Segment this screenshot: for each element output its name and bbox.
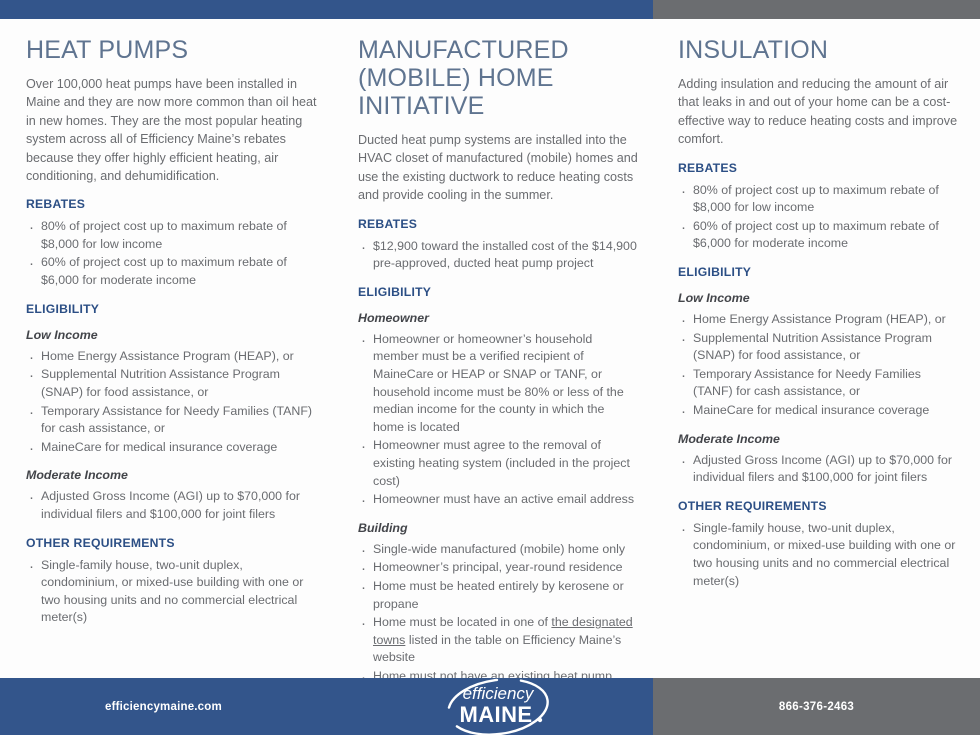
bullet-item: Home must be heated entirely by kerosene…: [358, 577, 638, 613]
top-bar-blue-segment: [0, 0, 653, 19]
column-intro-manufactured: Ducted heat pump systems are installed i…: [358, 133, 638, 203]
subsection-heading-moderate-income: Moderate Income: [678, 431, 780, 446]
section-heading-eligibility: ELIGIBILITY: [26, 301, 100, 316]
footer-blue-segment: efficiencymaine.com: [0, 678, 653, 735]
column-title-manufactured: MANUFACTURED (MOBILE) HOME INITIATIVE: [358, 36, 569, 120]
bullet-item: Single-wide manufactured (mobile) home o…: [358, 540, 638, 561]
bullet-item: 60% of project cost up to maximum rebate…: [678, 217, 960, 253]
designated-towns-link[interactable]: the designated towns: [373, 615, 633, 647]
section-heading-other-requirements: OTHER REQUIREMENTS: [26, 535, 175, 550]
footer-phone-number[interactable]: 866-376-2463: [778, 700, 855, 713]
bullet-item: Adjusted Gross Income (AGI) up to $70,00…: [678, 451, 960, 487]
bullet-item: Temporary Assistance for Needy Families …: [678, 365, 960, 401]
bullet-item: MaineCare for medical insurance coverage: [678, 401, 960, 422]
bullet-item: $12,900 toward the installed cost of the…: [358, 236, 638, 273]
column-insulation: INSULATION Adding insulation and reducing…: [652, 36, 980, 734]
bullet-list: Adjusted Gross Income (AGI) up to $70,00…: [26, 487, 318, 523]
subsection-heading-low-income: Low Income: [26, 327, 98, 342]
subsection-heading-homeowner: Homeowner: [358, 310, 429, 325]
three-column-layout: HEAT PUMPS Over 100,000 heat pumps have b…: [0, 19, 980, 734]
bullet-item: 80% of project cost up to maximum rebate…: [678, 180, 960, 217]
column-intro-heat-pumps: Over 100,000 heat pumps have been instal…: [26, 77, 317, 183]
section-heading-rebates: REBATES: [358, 216, 418, 231]
bullet-list: Homeowner or homeowner’s household membe…: [358, 330, 638, 511]
bullet-item: Homeowner’s principal, year-round reside…: [358, 558, 638, 579]
bullet-list: 80% of project cost up to maximum rebate…: [678, 180, 960, 253]
bullet-item: Home Energy Assistance Program (HEAP), o…: [678, 310, 960, 331]
bullet-list: Home Energy Assistance Program (HEAP), o…: [678, 310, 960, 422]
bullet-item: Homeowner must have an active email addr…: [358, 490, 638, 511]
top-accent-bar: [0, 0, 980, 19]
section-heading-rebates: REBATES: [26, 197, 86, 212]
column-intro-insulation: Adding insulation and reducing the amoun…: [678, 77, 958, 147]
bullet-list: $12,900 toward the installed cost of the…: [358, 236, 638, 273]
column-title-heat-pumps: HEAT PUMPS: [26, 36, 189, 64]
bullet-item: Homeowner or homeowner’s household membe…: [358, 330, 638, 437]
bullet-item: Supplemental Nutrition Assistance Progra…: [678, 329, 960, 365]
bullet-item: 60% of project cost up to maximum rebate…: [26, 253, 318, 289]
bullet-list: Single-family house, two-unit duplex, co…: [26, 556, 318, 627]
bullet-item: Homeowner must agree to the removal of e…: [358, 436, 638, 490]
bullet-list: Single-family house, two-unit duplex, co…: [678, 519, 960, 590]
bullet-list: Adjusted Gross Income (AGI) up to $70,00…: [678, 451, 960, 487]
column-heat-pumps: HEAT PUMPS Over 100,000 heat pumps have b…: [0, 36, 332, 734]
bullet-list: 80% of project cost up to maximum rebate…: [26, 217, 318, 289]
bullet-item: Single-family house, two-unit duplex, co…: [678, 519, 960, 590]
bullet-item: 80% of project cost up to maximum rebate…: [26, 217, 318, 253]
bullet-item: Home must be located in one of the desig…: [358, 613, 638, 667]
bullet-list: Home Energy Assistance Program (HEAP), o…: [26, 347, 318, 459]
column-manufactured-home: MANUFACTURED (MOBILE) HOME INITIATIVE Duc…: [332, 36, 652, 734]
subsection-heading-moderate-income: Moderate Income: [26, 468, 128, 483]
bullet-item: Adjusted Gross Income (AGI) up to $70,00…: [26, 487, 318, 523]
section-heading-eligibility: ELIGIBILITY: [678, 264, 752, 279]
bullet-item: Temporary Assistance for Needy Families …: [26, 402, 318, 438]
section-heading-rebates: REBATES: [678, 160, 738, 175]
bullet-item: Single-family house, two-unit duplex, co…: [26, 556, 318, 627]
subsection-heading-building: Building: [358, 520, 408, 535]
content-area: HEAT PUMPS Over 100,000 heat pumps have b…: [0, 19, 980, 719]
section-heading-other-requirements: OTHER REQUIREMENTS: [678, 498, 827, 513]
top-bar-gray-segment: [653, 0, 980, 19]
bullet-item: Supplemental Nutrition Assistance Progra…: [26, 365, 318, 401]
subsection-heading-low-income: Low Income: [678, 290, 750, 305]
column-title-insulation: INSULATION: [678, 36, 829, 64]
bullet-item: Home Energy Assistance Program (HEAP), o…: [26, 347, 318, 368]
section-heading-eligibility: ELIGIBILITY: [358, 284, 432, 299]
bullet-item: MaineCare for medical insurance coverage: [26, 438, 318, 459]
footer-website-link[interactable]: efficiencymaine.com: [105, 700, 222, 713]
footer-gray-segment: 866-376-2463: [653, 678, 980, 735]
footer-bar: efficiencymaine.com 866-376-2463 efficie…: [0, 678, 980, 736]
